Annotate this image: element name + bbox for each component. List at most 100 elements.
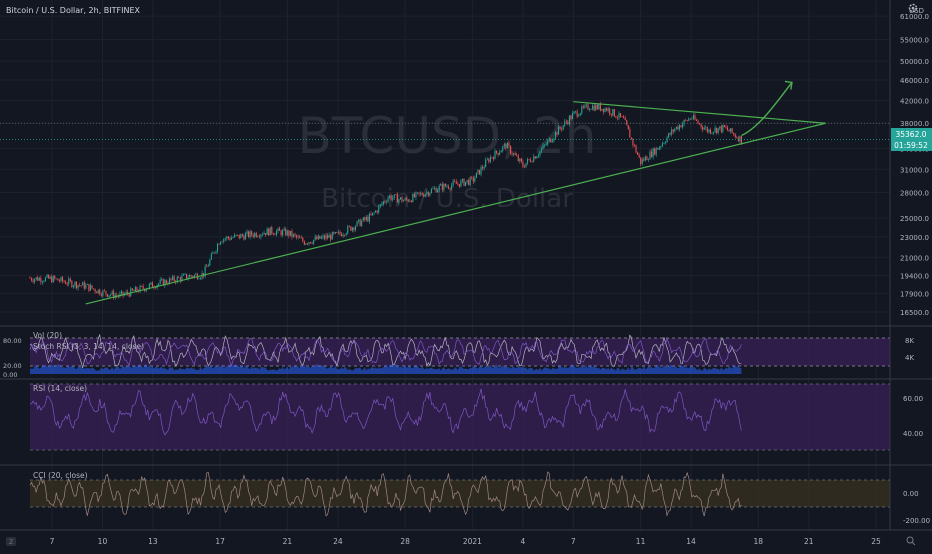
- candle-body: [179, 277, 181, 281]
- candle-body: [151, 282, 153, 288]
- zoom-icon[interactable]: [906, 536, 916, 546]
- candle-body: [195, 273, 197, 275]
- candle-body: [730, 128, 732, 132]
- candle-body: [686, 120, 688, 121]
- candle-body: [407, 199, 409, 202]
- candle-body: [550, 138, 552, 143]
- candle-body: [289, 230, 291, 236]
- time-axis[interactable]: 7 10 13 17 21 24 28 2021 4 7 11 14 18 21 25: [50, 537, 881, 546]
- candle-body: [418, 192, 420, 194]
- candle-body: [717, 128, 719, 134]
- candle-body: [539, 151, 541, 156]
- candle-body: [52, 276, 54, 283]
- candle-body: [243, 235, 245, 240]
- candle-body: [319, 235, 321, 239]
- candle-body: [432, 188, 434, 190]
- candle-body: [314, 236, 316, 240]
- candle-body: [536, 156, 538, 159]
- volume-area: [30, 364, 742, 374]
- price-tick-label: 42000.0: [900, 98, 929, 106]
- candle-body: [478, 169, 481, 175]
- candle-body: [181, 275, 183, 281]
- candle-body: [703, 128, 705, 130]
- candle-body: [102, 290, 104, 296]
- candle-body: [664, 142, 667, 144]
- candle-body: [379, 204, 381, 207]
- candle-body: [215, 251, 217, 253]
- candle-body: [590, 109, 592, 110]
- candle-body: [452, 181, 454, 186]
- symbol-title[interactable]: Bitcoin / U.S. Dollar, 2h, BITFINEX: [6, 6, 141, 15]
- cci-legend[interactable]: CCI (20, close): [33, 471, 88, 480]
- candle-body: [345, 233, 347, 236]
- trendline-resistance: [573, 101, 826, 124]
- candle-body: [449, 188, 451, 190]
- candle-body: [519, 158, 521, 161]
- candle-body: [384, 201, 386, 203]
- candle-body: [381, 203, 383, 205]
- candle-body: [537, 155, 539, 157]
- candle-body: [461, 178, 463, 181]
- candle-body: [148, 284, 150, 288]
- candle-body: [443, 183, 445, 190]
- rsi-legend[interactable]: RSI (14, close): [33, 384, 87, 393]
- candle-body: [272, 233, 274, 235]
- candle-body: [85, 284, 87, 289]
- candle-body: [646, 156, 648, 161]
- candle-body: [49, 276, 51, 279]
- tradingview-logo-icon[interactable]: Z: [6, 537, 16, 546]
- candle-body: [274, 234, 276, 235]
- price-tick-label: 46000.0: [900, 77, 929, 85]
- candle-body: [514, 153, 516, 155]
- candle-body: [610, 113, 612, 116]
- candle-body: [497, 152, 499, 155]
- candle-body: [212, 252, 214, 254]
- candle-body: [145, 289, 147, 291]
- candle-body: [139, 285, 141, 292]
- candle-body: [237, 234, 239, 236]
- candle-body: [571, 113, 574, 119]
- price-tick-label: 19400.0: [900, 272, 929, 280]
- candle-body: [376, 210, 378, 213]
- candle-body: [475, 172, 477, 178]
- candle-body: [576, 111, 578, 117]
- rsi-pane[interactable]: [29, 383, 890, 451]
- candle-body: [122, 291, 124, 296]
- candle-body: [477, 169, 479, 173]
- candle-body: [125, 291, 127, 294]
- candle-body: [288, 230, 290, 236]
- candle-body: [666, 137, 668, 143]
- candle-body: [165, 280, 167, 284]
- candle-body: [221, 241, 223, 243]
- candle-body: [86, 284, 88, 285]
- candle-body: [170, 278, 172, 280]
- candle-body: [252, 234, 254, 237]
- candle-body: [458, 183, 460, 187]
- stoch-rsi-legend[interactable]: Stoch RSI (3, 3, 14, 14, close): [33, 342, 144, 351]
- candle-body: [395, 194, 397, 196]
- settings-gear-icon[interactable]: [908, 3, 918, 13]
- candle-body: [592, 105, 594, 110]
- candle-body: [460, 180, 462, 187]
- candle-body: [306, 243, 308, 245]
- candle-body: [161, 279, 163, 281]
- price-pane[interactable]: [0, 80, 890, 305]
- candle-body: [249, 231, 251, 237]
- candle-body: [640, 157, 642, 164]
- candle-body: [441, 184, 443, 190]
- price-tick-label: 17900.0: [900, 291, 929, 299]
- candle-body: [579, 113, 581, 116]
- candle-body: [55, 278, 57, 280]
- candle-body: [609, 108, 611, 114]
- time-tick-label: 17: [215, 537, 225, 546]
- volume-legend[interactable]: Vol (20): [33, 331, 62, 340]
- candle-body: [587, 104, 589, 110]
- cci-pane[interactable]: [29, 471, 890, 517]
- stoch-rsi-pane[interactable]: [29, 333, 890, 374]
- candle-body: [218, 244, 220, 245]
- candle-body: [187, 277, 189, 279]
- candle-body: [547, 140, 549, 145]
- candle-body: [533, 156, 535, 162]
- candle-body: [427, 192, 429, 196]
